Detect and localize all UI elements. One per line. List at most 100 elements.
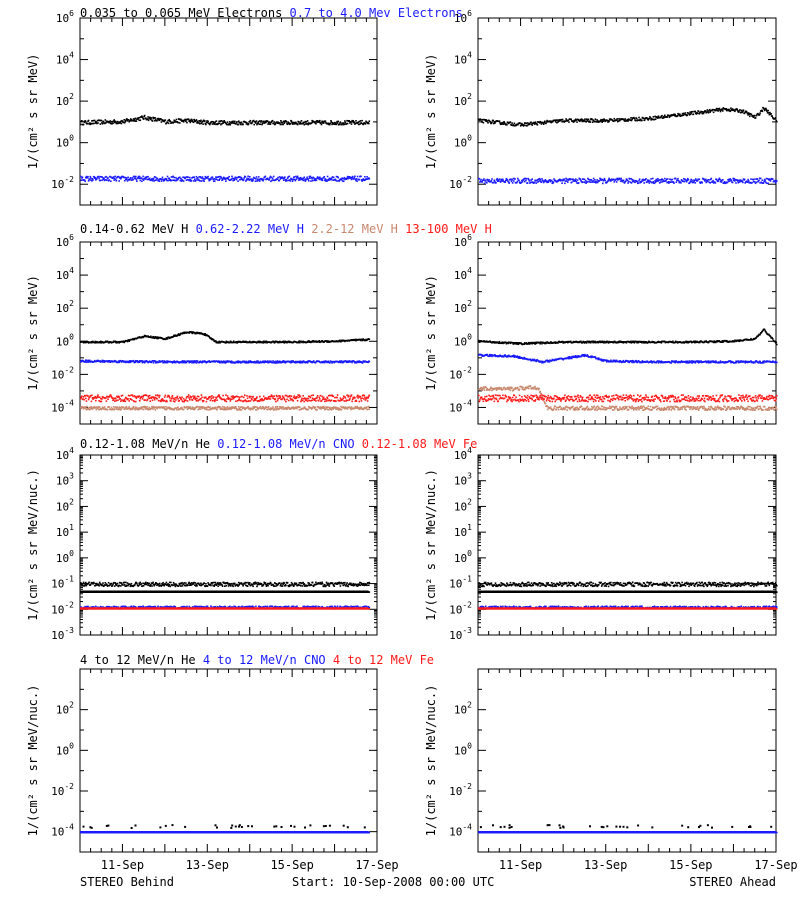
data-point [192,399,194,401]
data-point [112,123,114,125]
data-point [200,398,202,400]
data-point [136,398,138,400]
data-point [661,342,663,344]
data-point [309,400,311,402]
data-point [115,398,117,400]
data-point [275,401,277,403]
data-point [170,400,172,402]
data-point [341,360,343,362]
data-point [255,122,257,124]
data-point [284,399,286,401]
data-point [484,183,486,185]
data-point [297,176,299,178]
data-point [255,178,257,180]
data-point [344,400,346,402]
data-point [750,178,752,180]
data-point [302,180,304,182]
data-point [369,120,371,122]
data-point [287,124,289,126]
data-point [326,180,328,182]
y-axis-label: 1/(cm² s sr MeV) [424,275,438,391]
data-point [286,399,288,401]
data-point [162,177,164,179]
data-point [215,399,217,401]
data-point [732,182,734,184]
data-point [152,400,154,402]
data-point [366,176,368,178]
data-point [333,177,335,179]
data-point [156,398,158,400]
data-point [561,182,563,184]
data-point [263,396,265,398]
data-point [724,181,726,183]
y-tick-label: 106 [454,9,472,25]
y-axis-label: 1/(cm² s sr MeV) [424,54,438,170]
data-point [155,395,157,397]
data-point [273,176,275,178]
data-point [219,178,221,180]
data-point [674,114,676,116]
data-point [487,122,489,124]
row-title-1: 0.14-0.62 MeV H 0.62-2.22 MeV H 2.2-12 M… [80,222,492,236]
data-point [709,182,711,184]
data-point [217,179,219,181]
data-point [277,178,279,180]
data-point [589,181,591,183]
data-point [310,180,312,182]
data-point [325,120,327,122]
data-point [553,182,555,184]
data-point [608,121,610,123]
data-point [207,409,209,411]
data-point [337,121,339,123]
data-point [595,118,597,120]
data-point [153,178,155,180]
data-point [511,181,513,183]
series-label: 0.62-2.22 MeV H [196,222,312,236]
data-point [265,176,267,178]
data-point [722,110,724,112]
data-point [93,123,95,125]
data-point [256,409,258,411]
data-point [269,121,271,123]
data-point [243,397,245,399]
data-point [331,400,333,402]
data-point [91,395,93,397]
data-point [340,121,342,123]
data-point [316,179,318,181]
data-point [114,408,116,410]
data-point [744,179,746,181]
data-series [478,107,778,127]
data-point [227,121,229,123]
data-point [653,181,655,183]
data-point [586,342,588,344]
data-point [507,179,509,181]
data-point [127,180,129,182]
data-point [91,406,93,408]
data-point [171,398,173,400]
data-point [709,111,711,113]
data-point [361,400,363,402]
data-point [302,400,304,402]
data-point [81,179,83,181]
data-point [686,114,688,116]
row-title-2: 0.12-1.08 MeV/n He 0.12-1.08 MeV/n CNO 0… [80,437,477,451]
data-point [87,395,89,397]
data-point [107,409,109,411]
data-point [88,120,90,122]
data-point [355,406,357,408]
data-point [294,395,296,397]
data-point [591,179,593,181]
data-point [178,400,180,402]
data-point [237,180,239,182]
data-point [643,118,645,120]
data-point [196,398,198,400]
data-point [351,123,353,125]
data-point [364,395,366,397]
data-point [297,400,299,402]
data-point [126,178,128,180]
data-point [343,181,345,183]
data-point [86,400,88,402]
data-point [201,394,203,396]
data-point [116,180,118,182]
data-point [262,123,264,125]
